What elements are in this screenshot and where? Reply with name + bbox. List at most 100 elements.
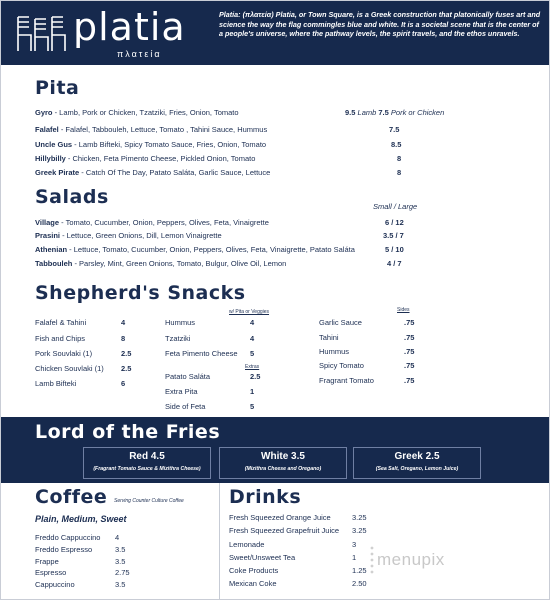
snack-price: 2.5 [250, 372, 261, 381]
item-price: 5 / 10 [385, 245, 404, 254]
coffee-price: 2.75 [115, 568, 130, 577]
drink-price: 2.50 [352, 579, 367, 588]
fries-red-desc: (Fragrant Tomato Sauce & Mizithra Cheese… [93, 466, 201, 472]
item-price: 8.5 [391, 140, 402, 149]
menu-item: Hillybilly - Chicken, Feta Pimento Chees… [35, 154, 256, 163]
snack-price: .75 [404, 347, 415, 356]
coffee-price: 3.5 [115, 557, 126, 566]
menu-item: Falafel - Falafel, Tabbouleh, Lettuce, T… [35, 125, 268, 134]
fries-red-name: Red 4.5 [129, 451, 165, 462]
coffee-item: Frappe [35, 557, 59, 566]
snack-item: Tahini [319, 333, 339, 342]
size-label: Small / Large [373, 202, 418, 211]
fries-banner [1, 417, 549, 483]
snack-price: 4 [121, 318, 126, 327]
menu-item: Prasini - Lettuce, Green Onions, Dill, L… [35, 231, 222, 240]
snack-item: Falafel & Tahini [35, 318, 87, 327]
snack-item: Fragrant Tomato [319, 376, 374, 385]
menu-item: Uncle Gus - Lamb Bifteki, Spicy Tomato S… [35, 140, 267, 149]
fries-white-box: White 3.5 (Mizithra Cheese and Oregano) [219, 447, 347, 479]
menu-item: Athenian - Lettuce, Tomato, Cucumber, On… [35, 245, 355, 254]
fries-greek-desc: (Sea Salt, Oregano, Lemon Juice) [375, 466, 459, 472]
coffee-price: 4 [115, 533, 120, 542]
logo: platia πλατεία [15, 5, 205, 59]
drink-item: Fresh Squeezed Grapefruit Juice [229, 526, 340, 535]
snack-item: Extra Pita [165, 387, 198, 396]
menu-item: Gyro - Lamb, Pork or Chicken, Tzatziki, … [35, 108, 239, 117]
tagline: Platia: (πλατεία) Platia, or Town Square… [219, 10, 541, 39]
fries-greek-box: Greek 2.5 (Sea Salt, Oregano, Lemon Juic… [353, 447, 481, 479]
item-price: 3.5 / 7 [383, 231, 404, 240]
snack-item: Pork Souvlaki (1) [35, 349, 93, 358]
drink-item: Mexican Coke [229, 579, 277, 588]
watermark-dots-icon [370, 546, 374, 574]
item-price: 8 [397, 154, 402, 163]
salads-heading: Salads [35, 186, 109, 208]
snack-price: 5 [250, 402, 255, 411]
sides-note: Sides [397, 307, 410, 313]
snack-price: 2.5 [121, 364, 132, 373]
coffee-item: Freddo Cappuccino [35, 533, 101, 542]
pita-heading: Pita [35, 77, 80, 99]
snack-item: Patato Saláta [165, 372, 211, 381]
drink-item: Coke Products [229, 566, 279, 575]
snack-price: 4 [250, 334, 255, 343]
drinks-heading: Drinks [229, 486, 302, 508]
snack-price: .75 [404, 318, 415, 327]
snack-price: 4 [250, 318, 255, 327]
drink-price: 3 [352, 540, 357, 549]
snack-item: Hummus [319, 347, 350, 356]
logo-greek-subtitle: πλατεία [117, 49, 162, 59]
snack-price: 6 [121, 379, 126, 388]
coffee-price: 3.5 [115, 545, 126, 554]
watermark-text: menupix [377, 550, 445, 569]
drink-price: 1.25 [352, 566, 367, 575]
coffee-price: 3.5 [115, 580, 126, 589]
snack-item: Chicken Souvlaki (1) [35, 364, 104, 373]
drink-item: Lemonade [229, 540, 265, 549]
item-price: 4 / 7 [387, 259, 402, 268]
menu-item: Tabbouleh - Parsley, Mint, Green Onions,… [35, 259, 287, 268]
drink-item: Sweet/Unsweet Tea [229, 553, 296, 562]
fries-white-name: White 3.5 [261, 451, 305, 462]
snack-item: Fish and Chips [35, 334, 86, 343]
menu-item: Greek Pirate - Catch Of The Day, Patato … [35, 168, 271, 177]
fries-white-desc: (Mizithra Cheese and Oregano) [244, 466, 322, 472]
drink-price: 3.25 [352, 526, 367, 535]
snack-price: .75 [404, 376, 415, 385]
extras-note: Extras [245, 364, 260, 370]
menu-item: Village - Tomato, Cucumber, Onion, Peppe… [35, 218, 269, 227]
snack-item: Hummus [165, 318, 196, 327]
snack-item: Tzatziki [165, 334, 191, 343]
snack-price: 8 [121, 334, 126, 343]
column-divider [219, 483, 220, 599]
snack-price: 1 [250, 387, 255, 396]
snack-item: Feta Pimento Cheese [165, 349, 238, 358]
drink-price: 3.25 [352, 513, 367, 522]
item-price: 7.5 [389, 125, 400, 134]
coffee-item: Freddo Espresso [35, 545, 93, 554]
fries-greek-name: Greek 2.5 [394, 451, 440, 462]
snack-price: 2.5 [121, 349, 132, 358]
snack-item: Spicy Tomato [319, 361, 364, 370]
snack-item: Lamb Bifteki [35, 379, 77, 388]
pita-veggies-note: w/ Pita or Veggies [229, 309, 270, 315]
fries-heading: Lord of the Fries [35, 421, 221, 443]
snack-price: .75 [404, 333, 415, 342]
item-price: 6 / 12 [385, 218, 404, 227]
snack-price: 5 [250, 349, 255, 358]
snacks-heading: Shepherd's Snacks [35, 282, 246, 304]
item-price: 8 [397, 168, 402, 177]
drink-item: Fresh Squeezed Orange Juice [229, 513, 331, 522]
logo-wordmark: platia [73, 5, 186, 49]
coffee-item: Cappuccino [35, 580, 75, 589]
chairs-icon [17, 16, 66, 51]
header-banner [1, 1, 549, 65]
gyro-prices: 9.5 Lamb 7.5 Pork or Chicken [345, 108, 445, 117]
drink-price: 1 [352, 553, 357, 562]
fries-red-box: Red 4.5 (Fragrant Tomato Sauce & Mizithr… [83, 447, 211, 479]
snack-item: Garlic Sauce [319, 318, 362, 327]
snack-item: Side of Feta [165, 402, 206, 411]
coffee-serving-note: Serving Counter Culture Coffee [114, 498, 184, 504]
